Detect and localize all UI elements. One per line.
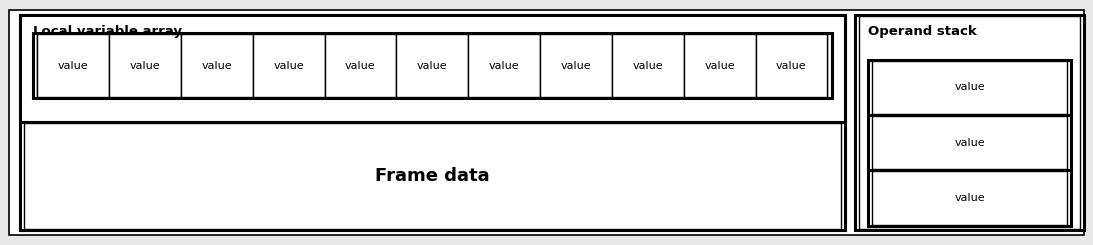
Text: Local variable array: Local variable array [33, 24, 181, 37]
FancyBboxPatch shape [325, 34, 397, 97]
FancyBboxPatch shape [872, 171, 1067, 225]
Text: value: value [561, 61, 591, 71]
FancyBboxPatch shape [872, 116, 1067, 169]
FancyBboxPatch shape [540, 34, 612, 97]
FancyBboxPatch shape [859, 16, 1080, 229]
FancyBboxPatch shape [755, 34, 827, 97]
FancyBboxPatch shape [20, 15, 845, 122]
Text: value: value [273, 61, 304, 71]
Text: value: value [489, 61, 519, 71]
FancyBboxPatch shape [868, 170, 1071, 226]
Text: value: value [345, 61, 376, 71]
FancyBboxPatch shape [20, 122, 845, 230]
FancyBboxPatch shape [872, 61, 1067, 114]
FancyBboxPatch shape [37, 34, 827, 97]
FancyBboxPatch shape [868, 60, 1071, 115]
FancyBboxPatch shape [252, 34, 325, 97]
FancyBboxPatch shape [397, 34, 468, 97]
FancyBboxPatch shape [468, 34, 540, 97]
FancyBboxPatch shape [37, 34, 109, 97]
FancyBboxPatch shape [612, 34, 684, 97]
FancyBboxPatch shape [20, 15, 845, 230]
FancyBboxPatch shape [24, 123, 841, 229]
FancyBboxPatch shape [9, 10, 1084, 235]
Text: value: value [954, 138, 985, 148]
FancyBboxPatch shape [868, 115, 1071, 170]
Text: value: value [58, 61, 89, 71]
Text: Operand stack: Operand stack [868, 24, 976, 37]
Text: value: value [954, 193, 985, 203]
Text: value: value [633, 61, 663, 71]
FancyBboxPatch shape [684, 34, 755, 97]
FancyBboxPatch shape [109, 34, 180, 97]
Text: value: value [954, 82, 985, 92]
FancyBboxPatch shape [180, 34, 252, 97]
FancyBboxPatch shape [33, 33, 832, 98]
Text: Frame data: Frame data [375, 167, 490, 185]
Text: value: value [416, 61, 448, 71]
Text: value: value [776, 61, 807, 71]
Text: value: value [704, 61, 734, 71]
Text: value: value [201, 61, 232, 71]
Text: value: value [130, 61, 161, 71]
FancyBboxPatch shape [855, 15, 1084, 230]
